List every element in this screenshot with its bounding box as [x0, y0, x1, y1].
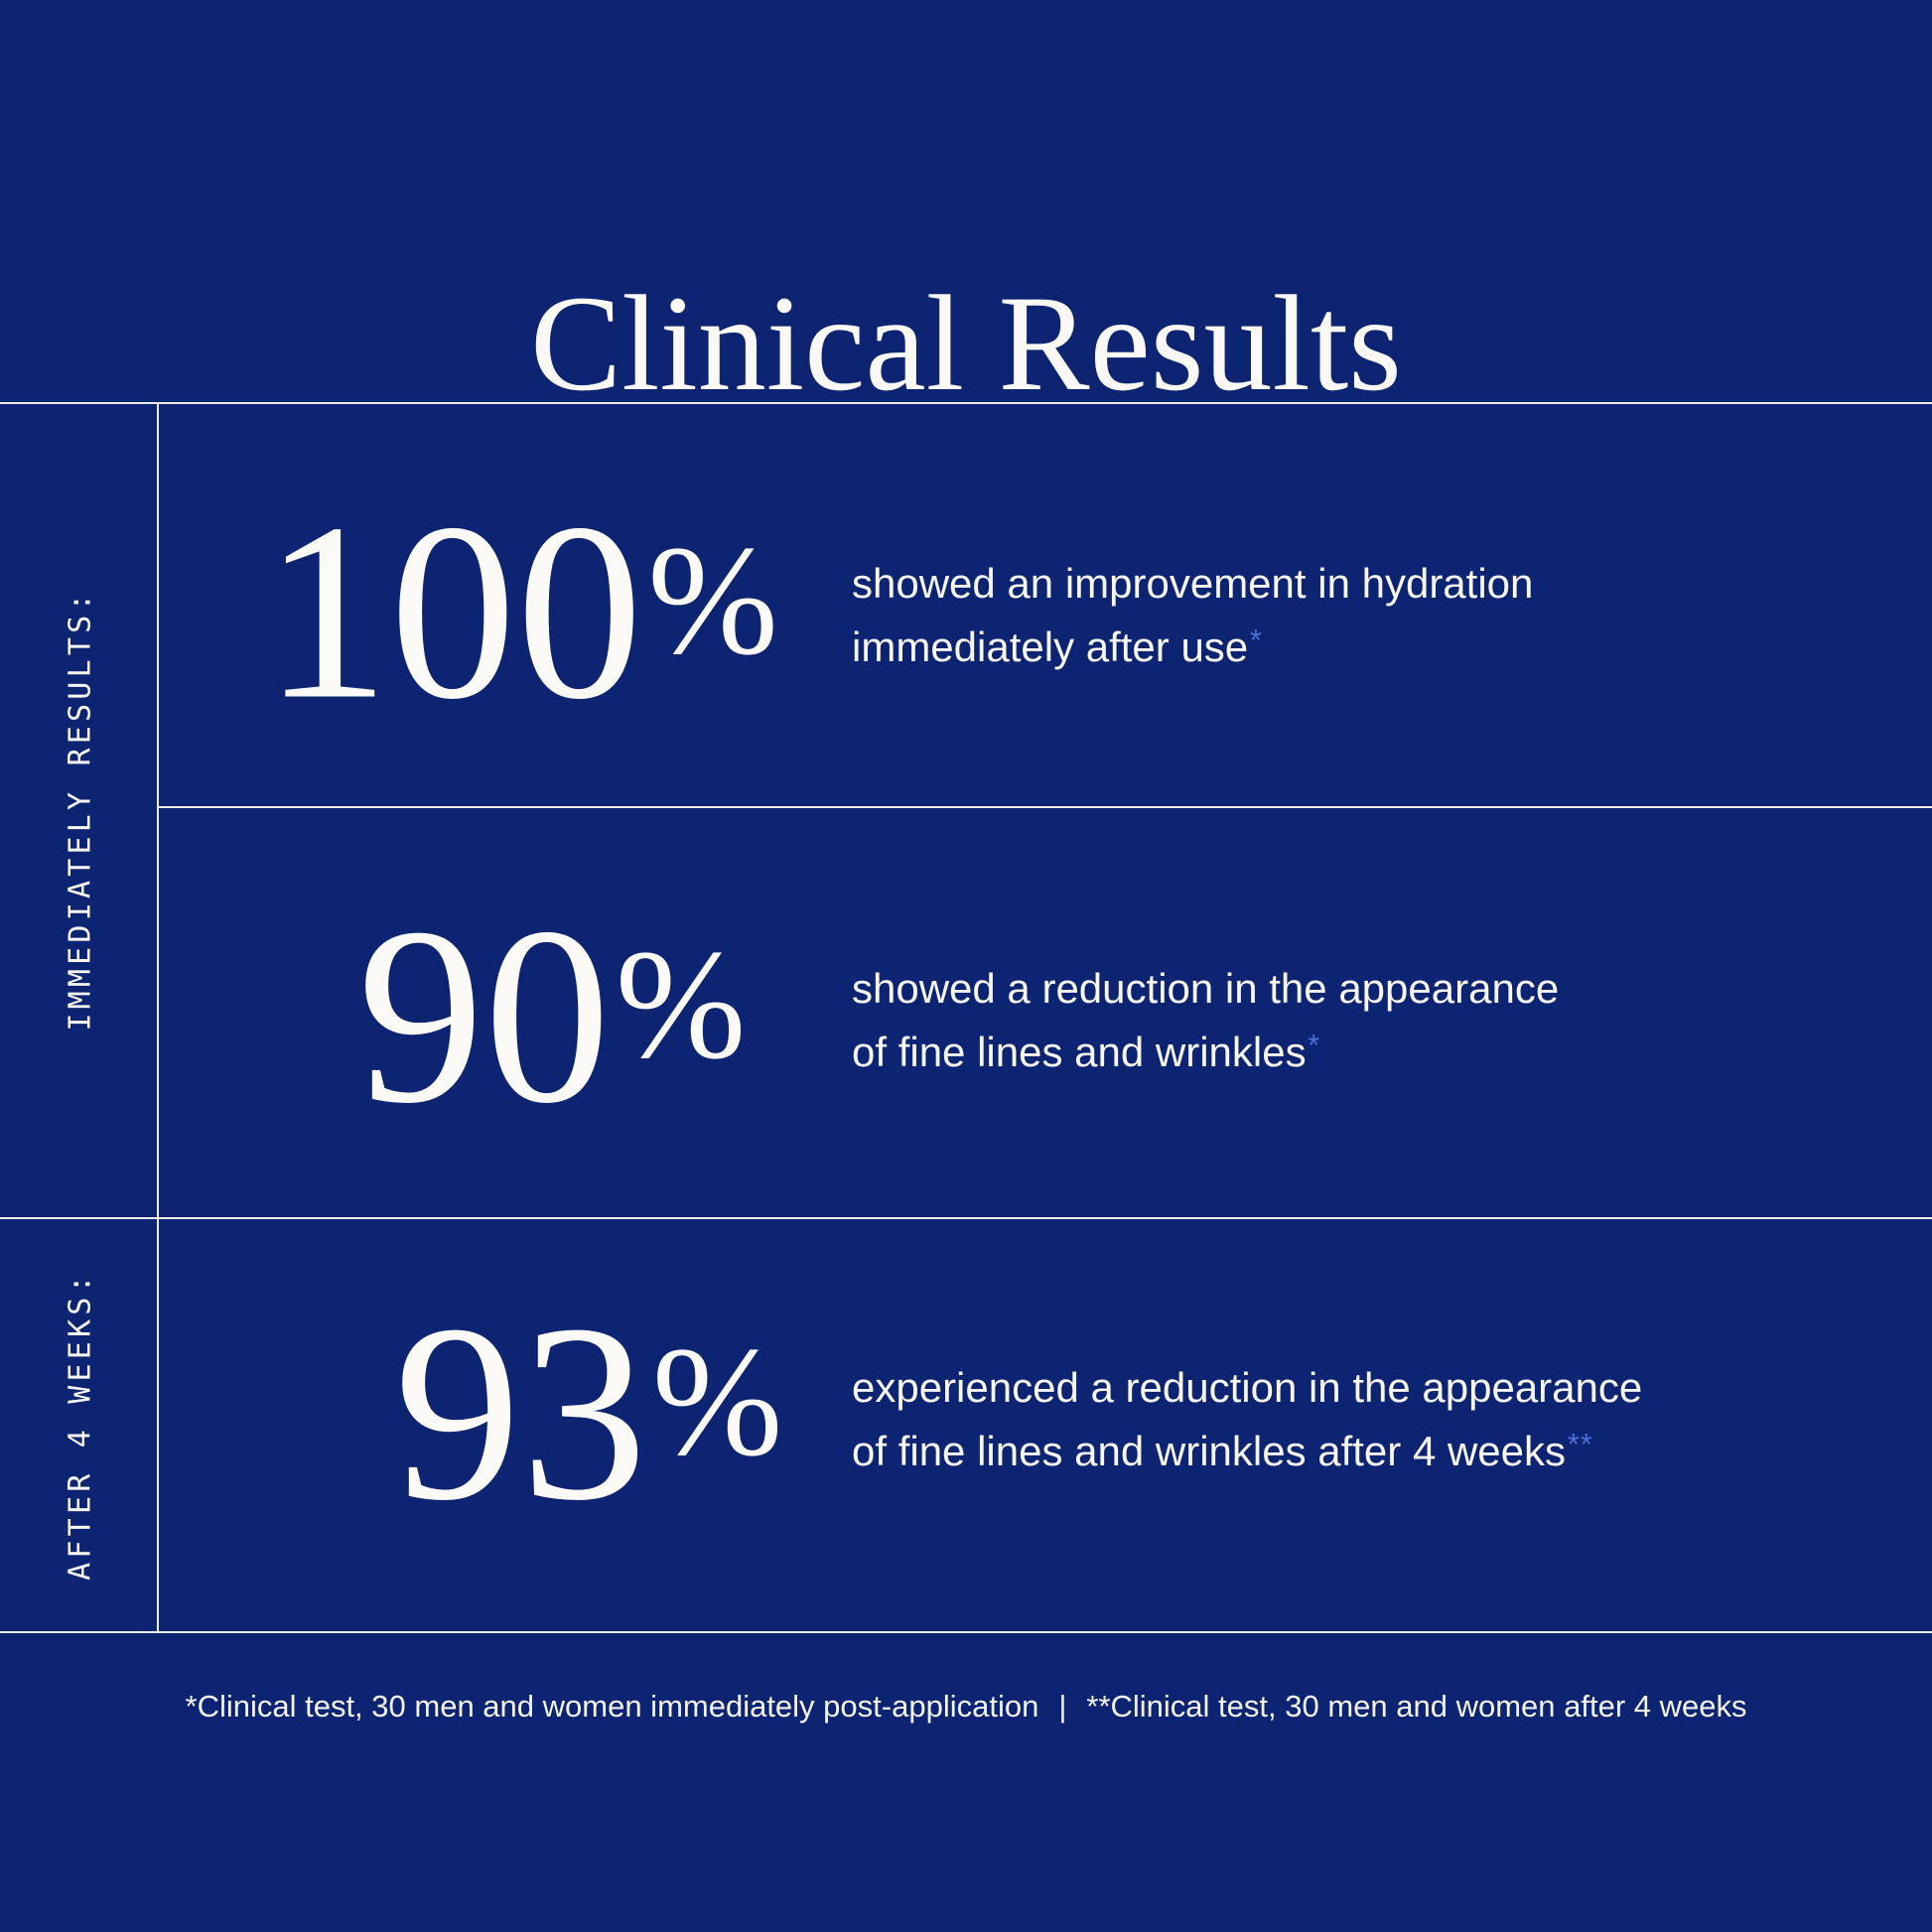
stat-value-hydration: 100%: [263, 485, 778, 740]
sidebar-label-after-4-weeks: AFTER 4 WEEKS:: [63, 1271, 98, 1581]
stat-value-wrinkles-4-weeks: 93%: [394, 1287, 783, 1541]
stat-description-wrinkles-immediate: showed a reduction in the appearance of …: [852, 960, 1559, 1081]
description-line: showed a reduction in the appearance: [852, 965, 1560, 1013]
stat-number-text: 90: [357, 876, 611, 1157]
clinical-test-footnote: *Clinical test, 30 men and women immedia…: [0, 1689, 1932, 1725]
stat-description-wrinkles-4-weeks: experienced a reduction in the appearanc…: [852, 1359, 1642, 1480]
description-line: experienced a reduction in the appearanc…: [852, 1364, 1643, 1412]
divider-top: [0, 402, 1932, 404]
footnote-part-1: *Clinical test, 30 men and women immedia…: [185, 1689, 1039, 1724]
divider-sidebar-vertical: [157, 402, 159, 1632]
description-line: showed an improvement in hydration: [852, 560, 1534, 608]
stat-number-text: 93: [394, 1273, 647, 1554]
description-line: immediately after use*: [852, 622, 1263, 670]
stat-description-hydration: showed an improvement in hydration immed…: [852, 555, 1533, 676]
footnote-part-2: **Clinical test, 30 men and women after …: [1086, 1689, 1747, 1724]
page-title: Clinical Results: [530, 267, 1402, 420]
footnote-separator: |: [1058, 1689, 1067, 1724]
description-line: of fine lines and wrinkles after 4 weeks…: [852, 1427, 1593, 1474]
divider-row-1-2: [159, 806, 1932, 808]
stat-number-text: 100: [263, 472, 643, 753]
footnote-marker: *: [1249, 624, 1263, 658]
percent-sign: %: [615, 917, 747, 1092]
divider-section: [0, 1217, 1932, 1219]
stat-value-wrinkles-immediate: 90%: [357, 890, 747, 1144]
percent-sign: %: [651, 1314, 783, 1489]
percent-sign: %: [647, 513, 778, 688]
footnote-marker: **: [1567, 1429, 1593, 1462]
description-line: of fine lines and wrinkles*: [852, 1028, 1321, 1075]
divider-bottom: [0, 1631, 1932, 1633]
sidebar-label-immediately-results: IMMEDIATELY RESULTS:: [63, 589, 98, 1032]
footnote-marker: *: [1308, 1030, 1321, 1063]
